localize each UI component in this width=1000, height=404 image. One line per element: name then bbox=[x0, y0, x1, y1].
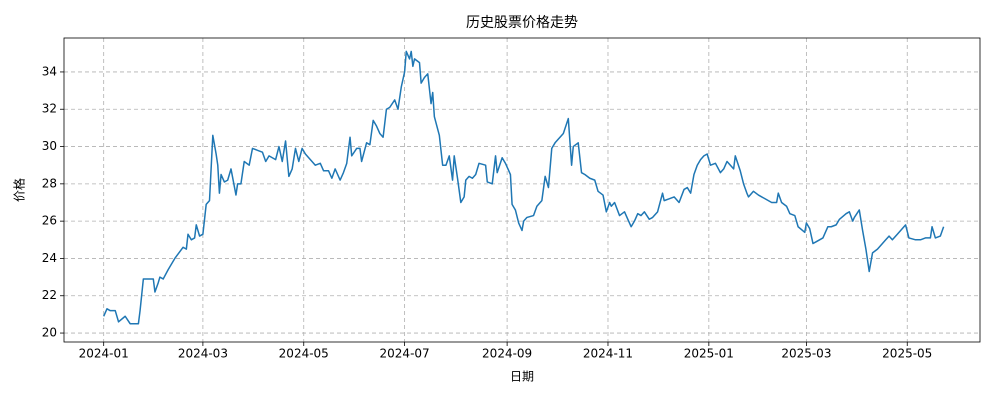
y-tick-label: 32 bbox=[42, 102, 57, 116]
y-tick-label: 28 bbox=[42, 176, 57, 190]
x-tick-label: 2024-03 bbox=[178, 347, 228, 361]
y-tick-label: 20 bbox=[42, 326, 57, 340]
y-tick-label: 22 bbox=[42, 288, 57, 302]
x-tick-label: 2025-05 bbox=[882, 347, 932, 361]
x-tick-label: 2024-05 bbox=[279, 347, 329, 361]
x-tick-label: 2024-01 bbox=[79, 347, 129, 361]
x-axis-label: 日期 bbox=[510, 370, 534, 384]
y-tick-label: 30 bbox=[42, 139, 57, 153]
x-tick-label: 2024-07 bbox=[380, 347, 430, 361]
x-tick-label: 2025-03 bbox=[781, 347, 831, 361]
plot-frame bbox=[63, 37, 981, 343]
x-tick-label: 2025-01 bbox=[684, 347, 734, 361]
y-tick-label: 34 bbox=[42, 64, 57, 78]
y-tick-label: 24 bbox=[42, 251, 57, 265]
line-series bbox=[102, 50, 945, 325]
chart-title: 历史股票价格走势 bbox=[466, 15, 578, 31]
x-tick-label: 2024-09 bbox=[482, 347, 532, 361]
y-tick-label: 26 bbox=[42, 214, 57, 228]
y-axis-label: 价格 bbox=[12, 178, 27, 202]
x-tick-label: 2024-11 bbox=[583, 347, 633, 361]
